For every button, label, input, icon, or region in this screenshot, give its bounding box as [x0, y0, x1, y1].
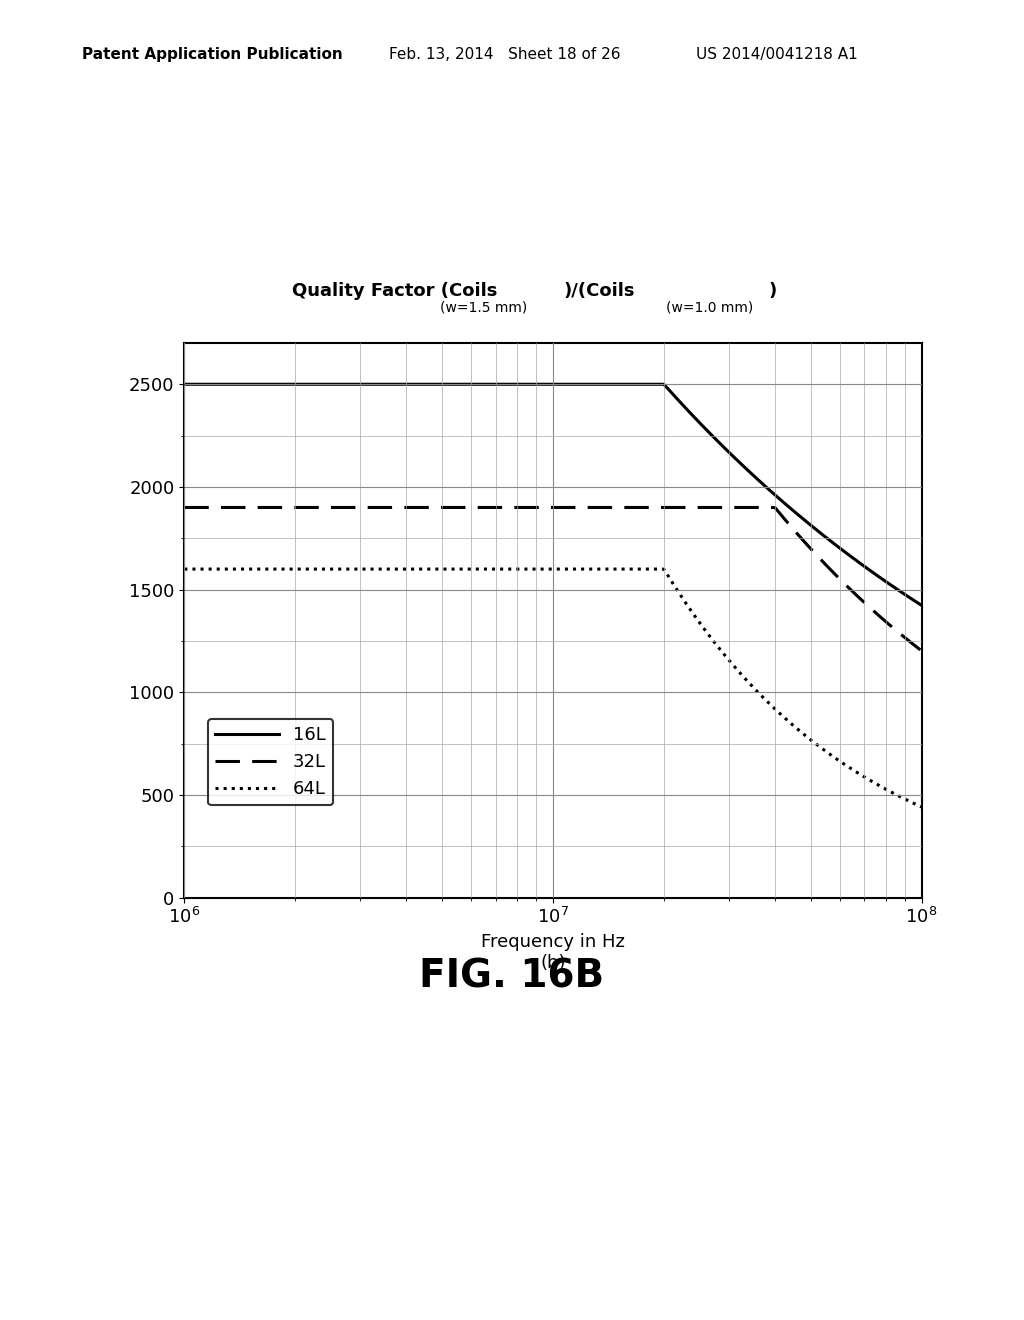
Text: (w=1.0 mm): (w=1.0 mm) — [666, 300, 753, 314]
Text: (w=1.5 mm): (w=1.5 mm) — [440, 300, 527, 314]
32L — [532, 499, 545, 515]
Text: Feb. 13, 2014   Sheet 18 of 26: Feb. 13, 2014 Sheet 18 of 26 — [389, 48, 621, 62]
16L — [915, 598, 928, 614]
Text: ): ) — [768, 281, 776, 300]
Line: 16L: 16L — [184, 384, 922, 606]
Text: Patent Application Publication: Patent Application Publication — [82, 48, 343, 62]
Legend: 16L, 32L, 64L: 16L, 32L, 64L — [208, 719, 333, 805]
Line: 64L: 64L — [184, 569, 922, 807]
64L — [578, 561, 590, 577]
16L — [528, 376, 541, 392]
16L — [178, 376, 190, 392]
32L — [528, 499, 541, 515]
Text: US 2014/0041218 A1: US 2014/0041218 A1 — [696, 48, 858, 62]
32L — [782, 516, 795, 532]
16L — [898, 586, 910, 602]
16L — [617, 376, 630, 392]
32L — [898, 628, 910, 644]
32L — [617, 499, 630, 515]
16L — [782, 499, 795, 515]
Text: FIG. 16B: FIG. 16B — [420, 958, 604, 995]
64L — [532, 561, 545, 577]
16L — [578, 376, 590, 392]
Line: 32L: 32L — [184, 507, 922, 651]
Text: Quality Factor (Coils: Quality Factor (Coils — [292, 281, 498, 300]
64L — [915, 799, 928, 814]
32L — [178, 499, 190, 515]
X-axis label: Frequency in Hz
(b): Frequency in Hz (b) — [481, 933, 625, 972]
Text: )/(Coils: )/(Coils — [563, 281, 635, 300]
64L — [898, 791, 910, 807]
32L — [915, 643, 928, 659]
64L — [528, 561, 541, 577]
64L — [617, 561, 630, 577]
16L — [532, 376, 545, 392]
32L — [578, 499, 590, 515]
64L — [178, 561, 190, 577]
64L — [782, 714, 795, 730]
